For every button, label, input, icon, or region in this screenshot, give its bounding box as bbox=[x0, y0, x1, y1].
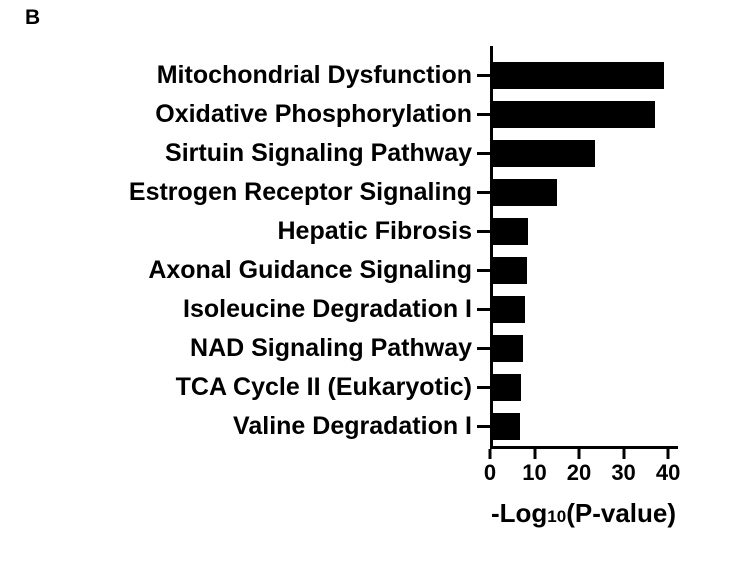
category-label: Mitochondrial Dysfunction bbox=[156, 61, 472, 89]
bar-chart: Mitochondrial Dysfunction Oxidative Phosp… bbox=[20, 46, 680, 528]
bar bbox=[490, 335, 524, 362]
bar-cell bbox=[490, 56, 677, 95]
chart-row: TCA Cycle II (Eukaryotic) bbox=[20, 368, 680, 407]
x-axis-label-prefix: -Log bbox=[490, 498, 548, 528]
bar bbox=[490, 296, 525, 323]
bar bbox=[490, 62, 664, 89]
y-tick-cell bbox=[472, 134, 490, 173]
bar-cell bbox=[490, 134, 677, 173]
x-axis-tick-label: 10 bbox=[522, 460, 547, 485]
bar bbox=[490, 374, 522, 401]
y-tick-cell bbox=[472, 212, 490, 251]
x-axis-tick-label: 0 bbox=[483, 460, 497, 485]
x-axis-tick bbox=[533, 449, 537, 459]
y-axis-tick bbox=[477, 152, 490, 155]
category-label: Axonal Guidance Signaling bbox=[148, 256, 472, 284]
y-tick-cell bbox=[472, 368, 490, 407]
bar-cell bbox=[490, 407, 677, 446]
y-axis-tick bbox=[477, 191, 490, 194]
x-axis-label-subscript: 10 bbox=[547, 507, 567, 526]
y-tick-cell bbox=[472, 290, 490, 329]
y-tick-cell bbox=[472, 251, 490, 290]
category-label: Estrogen Receptor Signaling bbox=[128, 178, 472, 206]
y-tick-cell bbox=[472, 407, 490, 446]
bar bbox=[490, 257, 527, 284]
y-tick-cell bbox=[472, 95, 490, 134]
x-axis-ticks bbox=[488, 449, 677, 459]
y-axis-tick bbox=[477, 230, 490, 233]
bar bbox=[490, 179, 557, 206]
chart-row: Valine Degradation I bbox=[20, 407, 680, 446]
category-label: Valine Degradation I bbox=[233, 412, 472, 440]
x-axis-line bbox=[490, 446, 678, 449]
y-axis-tick bbox=[477, 308, 490, 311]
y-tick-cell bbox=[472, 56, 490, 95]
x-axis-label-suffix: (P-value) bbox=[566, 498, 677, 528]
bar-cell bbox=[490, 173, 677, 212]
panel-label: B bbox=[25, 6, 41, 29]
chart-row: Axonal Guidance Signaling bbox=[20, 251, 680, 290]
bar-cell bbox=[490, 212, 677, 251]
chart-row: Mitochondrial Dysfunction bbox=[20, 56, 680, 95]
y-axis-tick bbox=[477, 113, 490, 116]
bar bbox=[490, 140, 595, 167]
chart-row: Hepatic Fibrosis bbox=[20, 212, 680, 251]
y-axis-tick bbox=[477, 425, 490, 428]
chart-row: NAD Signaling Pathway bbox=[20, 329, 680, 368]
x-axis-tick bbox=[666, 449, 670, 459]
x-axis-tick-labels: 0 10 20 30 40 bbox=[484, 460, 681, 488]
chart-row: Oxidative Phosphorylation bbox=[20, 95, 680, 134]
bar bbox=[490, 101, 655, 128]
x-axis-tick-label: 40 bbox=[655, 460, 681, 485]
y-axis-tick bbox=[477, 386, 490, 389]
chart-rows: Mitochondrial Dysfunction Oxidative Phosp… bbox=[20, 56, 680, 446]
y-tick-cell bbox=[472, 173, 490, 212]
bar-cell bbox=[490, 329, 677, 368]
x-axis-tick bbox=[488, 449, 492, 459]
x-axis-tick-label: 30 bbox=[611, 460, 636, 485]
bar-cell bbox=[490, 368, 677, 407]
category-label: Sirtuin Signaling Pathway bbox=[165, 139, 472, 167]
bar bbox=[490, 413, 521, 440]
y-axis-line bbox=[490, 46, 493, 449]
category-label: Oxidative Phosphorylation bbox=[155, 100, 472, 128]
bar-cell bbox=[490, 95, 677, 134]
bar bbox=[490, 218, 528, 245]
chart-row: Isoleucine Degradation I bbox=[20, 290, 680, 329]
y-axis-tick bbox=[477, 347, 490, 350]
category-label: NAD Signaling Pathway bbox=[190, 334, 472, 362]
x-axis-tick bbox=[577, 449, 581, 459]
x-axis-tick-label: 20 bbox=[566, 460, 592, 485]
x-axis-tick bbox=[622, 449, 626, 459]
bar-cell bbox=[490, 251, 677, 290]
chart-row: Sirtuin Signaling Pathway bbox=[20, 134, 680, 173]
y-axis-tick bbox=[477, 269, 490, 272]
category-label: TCA Cycle II (Eukaryotic) bbox=[175, 373, 472, 401]
category-label: Hepatic Fibrosis bbox=[277, 217, 473, 245]
x-axis-label: -Log 10 (P-value) bbox=[490, 498, 677, 529]
category-label: Isoleucine Degradation I bbox=[183, 295, 472, 323]
chart-row: Estrogen Receptor Signaling bbox=[20, 173, 680, 212]
y-tick-cell bbox=[472, 329, 490, 368]
bar-cell bbox=[490, 290, 677, 329]
y-axis-tick bbox=[477, 74, 490, 77]
